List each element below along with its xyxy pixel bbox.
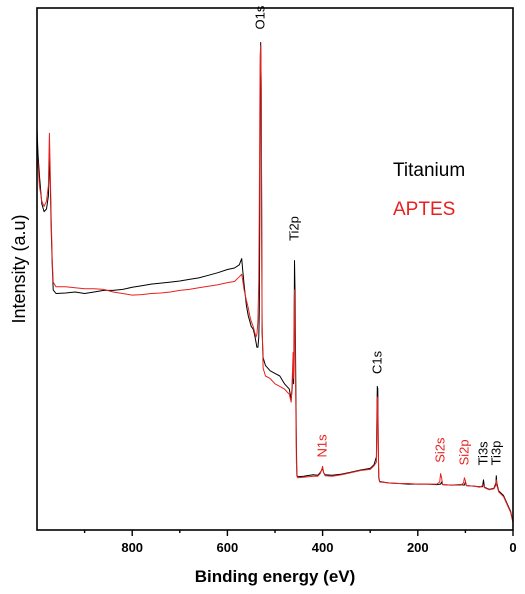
series-line-aptes [36, 45, 514, 523]
x-axis: 800 600 400 200 0 [83, 530, 517, 555]
x-tick-label-200: 200 [407, 540, 429, 555]
y-axis-title: Intensity (a.u) [9, 214, 29, 323]
x-tick-label-400: 400 [312, 540, 334, 555]
legend-entry-aptes: APTES [393, 199, 455, 220]
x-tick-label-600: 600 [217, 540, 239, 555]
peak-label-ti2p: Ti2p [287, 216, 302, 241]
x-tick-label-800: 800 [121, 540, 143, 555]
peak-label-c1s: C1s [369, 350, 384, 374]
peak-label-si2p: Si2p [456, 439, 471, 465]
peak-label-ti3s: Ti3s [476, 441, 491, 466]
peak-label-n1s: N1s [315, 434, 330, 458]
x-axis-title: Binding energy (eV) [195, 567, 356, 586]
legend: Titanium APTES [393, 160, 465, 220]
series-layer [36, 42, 514, 523]
x-tick-label-0: 0 [509, 540, 516, 555]
legend-entry-titanium: Titanium [393, 160, 465, 181]
peak-label-ti3p: Ti3p [488, 441, 503, 466]
peak-label-o1s: O1s [253, 5, 268, 29]
peak-label-si2s: Si2s [433, 437, 448, 463]
